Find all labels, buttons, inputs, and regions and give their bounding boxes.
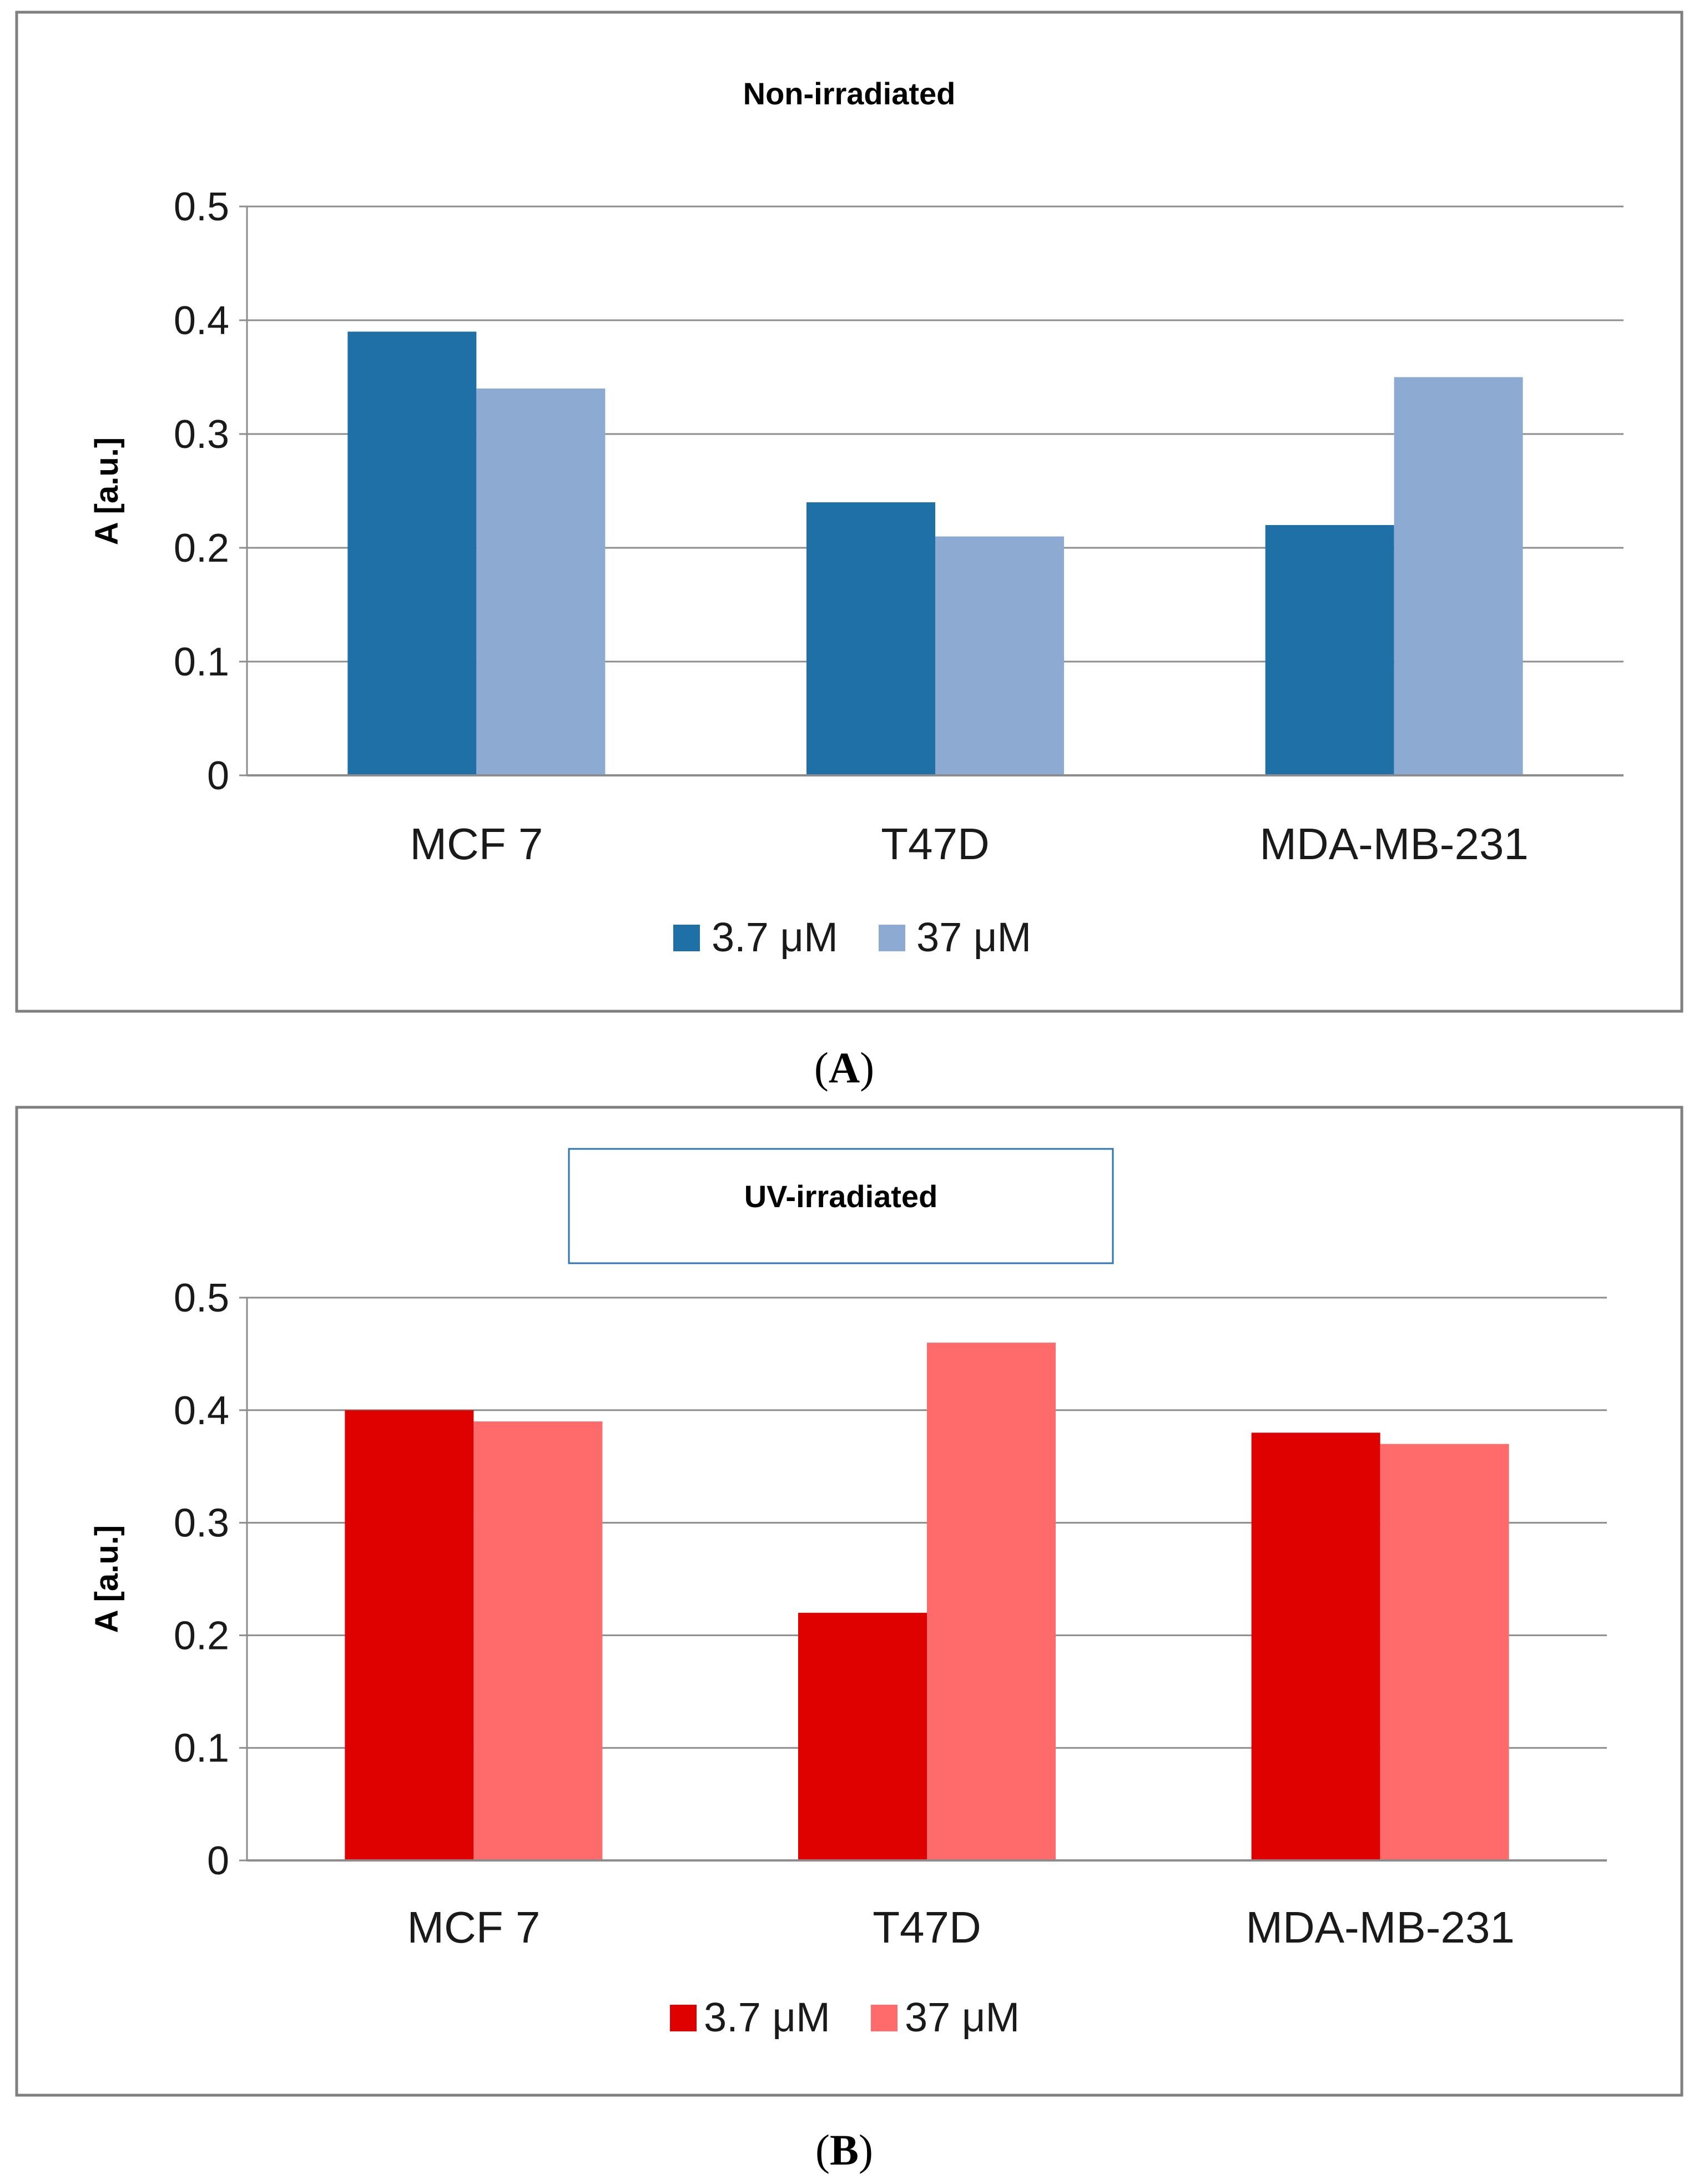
x-category-label: MCF 7	[410, 819, 543, 869]
bar-series1	[345, 1410, 474, 1860]
bar-series2	[927, 1343, 1056, 1860]
legend-label: 37 μM	[905, 1994, 1020, 2040]
y-tick-label: 0.2	[174, 1613, 229, 1658]
y-tick-label: 0	[207, 754, 229, 798]
y-tick-label: 0.5	[174, 185, 229, 229]
x-category-label: T47D	[881, 819, 990, 869]
bar-series2	[473, 1421, 603, 1860]
chart-title: UV-irradiated	[744, 1179, 938, 1214]
chart-title-box	[568, 1148, 1114, 1264]
x-category-label: MDA-MB-231	[1246, 1903, 1515, 1952]
y-tick-label: 0.3	[174, 1501, 229, 1546]
bar-series1	[347, 331, 477, 775]
y-tick-label: 0.4	[174, 299, 229, 343]
chart-panel-b: UV-irradiated 0 0.1 0.2 0.3 0.4 0.5 A [a.u.] MCF…	[15, 1106, 1683, 2097]
bar-series1	[806, 502, 935, 775]
y-tick-label: 0	[207, 1839, 229, 1883]
bar-series2	[1394, 377, 1523, 775]
chart-title: Non-irradiated	[743, 76, 956, 111]
legend-label: 3.7 μM	[704, 1994, 830, 2040]
panel-caption-letter: B	[830, 2126, 859, 2174]
x-category-label: MDA-MB-231	[1259, 819, 1529, 869]
panel-caption-letter: A	[829, 1043, 860, 1092]
bar-series2	[1380, 1444, 1509, 1860]
bar-series1	[1251, 1433, 1380, 1860]
legend-swatch	[871, 2005, 898, 2031]
bar-series2	[935, 536, 1064, 775]
x-category-label: MCF 7	[407, 1903, 540, 1952]
y-tick-label: 0.4	[174, 1389, 229, 1433]
bar-series1	[1265, 525, 1394, 775]
bar-series2	[476, 389, 606, 775]
y-tick-label: 0.3	[174, 412, 229, 457]
legend-label: 3.7 μM	[712, 914, 838, 960]
y-tick-label: 0.1	[174, 640, 229, 684]
y-axis-label: A [a.u.]	[89, 437, 125, 545]
y-tick-label: 0.1	[174, 1726, 229, 1771]
legend-swatch	[879, 925, 905, 951]
y-tick-label: 0.2	[174, 526, 229, 571]
y-tick-label: 0.5	[174, 1276, 229, 1320]
legend-label: 37 μM	[916, 914, 1031, 960]
chart-panel-a: Non-irradiated 0 0.1 0.2 0.3 0.4 0.5 A [a.u.] MC…	[15, 11, 1683, 1013]
panel-caption: (A)	[814, 1043, 874, 1092]
y-axis-label: A [a.u.]	[89, 1525, 125, 1633]
x-category-label: T47D	[873, 1903, 981, 1952]
legend-swatch	[673, 925, 700, 951]
bar-series1	[798, 1612, 927, 1860]
legend: 3.7 μM 37 μM	[670, 1994, 1020, 2040]
legend-swatch	[670, 2005, 697, 2031]
panel-caption: (B)	[815, 2126, 873, 2174]
legend: 3.7 μM 37 μM	[673, 914, 1031, 960]
